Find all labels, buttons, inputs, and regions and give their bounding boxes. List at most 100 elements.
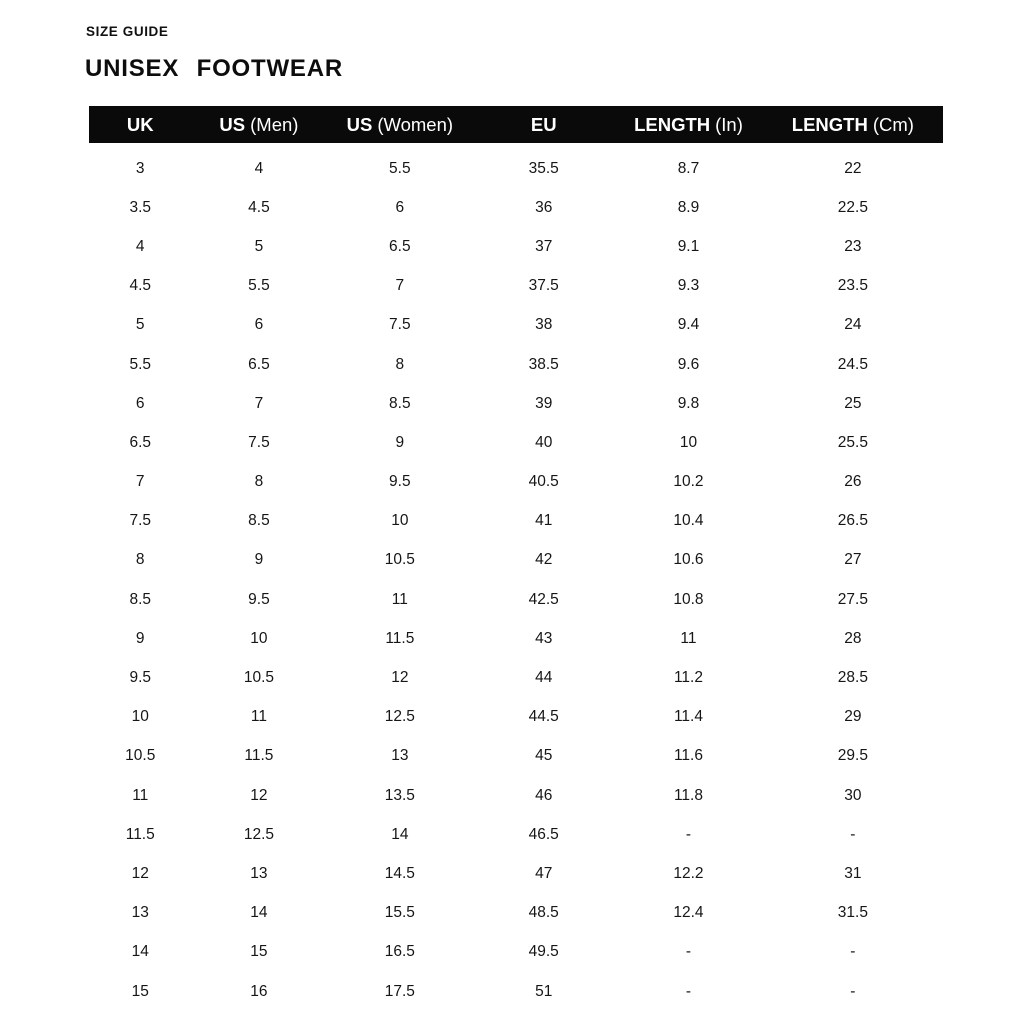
table-row: 11.5 12.5 14 46.5 - -: [89, 815, 943, 854]
table-cell: 30: [844, 786, 862, 804]
table-row: 6 7 8.5 39 9.8 25: [89, 384, 943, 423]
table-cell: 37: [535, 237, 553, 255]
column-header-label: EU: [530, 113, 557, 135]
table-cell: 5.5: [389, 159, 411, 177]
table-cell: 13: [250, 864, 268, 882]
table-cell: 9.4: [677, 316, 700, 334]
table-cell: 8: [135, 551, 145, 569]
table-cell: -: [850, 982, 856, 1000]
table-cell: -: [850, 825, 856, 843]
size-table-body: 3 4 5.5 35.5 8.7 22 3.5 4.5 6 36 8.9 22.5 4 5 6.5 37 9.1…: [89, 143, 943, 1011]
table-cell: 22: [844, 159, 862, 177]
table-row: 14 15 16.5 49.5 - -: [89, 933, 943, 972]
table-cell: 12: [131, 864, 149, 882]
table-cell: 28.5: [837, 669, 868, 687]
table-cell: 11.4: [673, 708, 703, 726]
table-cell: 5: [254, 237, 264, 255]
page-title: UNISEX FOOTWEAR: [85, 55, 344, 82]
table-cell: 51: [535, 982, 553, 1000]
table-row: 4 5 6.5 37 9.1 23: [89, 227, 943, 266]
table-cell: 3.5: [129, 198, 152, 216]
table-cell: 9.6: [677, 355, 700, 373]
table-cell: 49.5: [528, 943, 559, 961]
table-cell: 12: [250, 786, 268, 804]
table-cell: 4.5: [129, 277, 152, 295]
table-cell: 10.2: [673, 473, 704, 491]
table-cell: 8: [254, 473, 264, 491]
table-row: 6.5 7.5 9 40 10 25.5: [89, 423, 943, 462]
table-cell: 7: [395, 277, 405, 295]
table-cell: 16.5: [384, 943, 415, 961]
table-cell: 9: [135, 629, 145, 647]
column-header-sublabel: (Cm): [872, 113, 914, 135]
table-cell: 3: [135, 159, 145, 177]
table-cell: 47: [535, 864, 553, 882]
table-row: 11 12 13.5 46 11.8 30: [89, 776, 943, 815]
table-cell: 44.5: [528, 708, 559, 726]
table-cell: 42: [535, 551, 553, 569]
table-cell: 40: [535, 433, 553, 451]
table-cell: 45: [535, 747, 553, 765]
table-cell: 48.5: [528, 904, 559, 922]
table-cell: 7: [135, 473, 145, 491]
column-header-label: US: [346, 113, 373, 135]
table-cell: 46: [535, 786, 553, 804]
table-row: 9.5 10.5 12 44 11.2 28.5: [89, 658, 943, 697]
table-cell: 7: [254, 394, 264, 412]
table-cell: 13: [131, 904, 149, 922]
table-cell: 12.5: [243, 825, 275, 843]
table-cell: 14: [391, 825, 409, 843]
table-cell: 31.5: [837, 904, 868, 922]
table-cell: 11: [680, 629, 697, 647]
table-cell: 10.5: [384, 551, 415, 569]
table-cell: 24.5: [837, 355, 868, 373]
header-row: UK US (Men) US (Women) EU LENGTH (In) LENGT…: [89, 106, 943, 143]
table-cell: 10.6: [673, 551, 704, 569]
table-cell: 8.5: [129, 590, 152, 608]
table-cell: 27: [844, 551, 862, 569]
table-cell: 37.5: [528, 277, 559, 295]
table-row: 3 4 5.5 35.5 8.7 22: [89, 149, 943, 188]
table-cell: 12.2: [673, 864, 704, 882]
table-cell: 11: [250, 708, 267, 726]
column-header-us-men: US (Men): [191, 106, 327, 143]
table-cell: 11: [391, 590, 408, 608]
table-cell: 11.5: [244, 747, 274, 765]
table-cell: 23: [844, 237, 862, 255]
table-cell: 11.8: [673, 786, 703, 804]
table-cell: 8.9: [677, 198, 700, 216]
table-cell: 11.5: [125, 825, 155, 843]
column-header-label: LENGTH: [791, 113, 868, 135]
column-header-label: UK: [126, 113, 154, 135]
column-header-sublabel: (In): [715, 113, 743, 135]
table-cell: 39: [535, 394, 553, 412]
table-cell: 4: [254, 159, 264, 177]
table-cell: 38: [535, 316, 553, 334]
column-header-sublabel: (Men): [250, 113, 299, 135]
table-cell: 9.1: [677, 237, 700, 255]
size-table: UK US (Men) US (Women) EU LENGTH (In) LENGT…: [89, 106, 943, 1011]
table-cell: 6: [254, 316, 264, 334]
table-cell: 6: [395, 198, 405, 216]
table-cell: 10: [131, 708, 149, 726]
table-row: 4.5 5.5 7 37.5 9.3 23.5: [89, 267, 943, 306]
table-cell: 8.7: [677, 159, 700, 177]
table-row: 7 8 9.5 40.5 10.2 26: [89, 463, 943, 502]
table-cell: 9.5: [129, 669, 152, 687]
table-cell: 24: [844, 316, 862, 334]
table-cell: 10.5: [125, 747, 156, 765]
table-cell: 8: [395, 355, 405, 373]
table-cell: 9.5: [389, 473, 411, 491]
table-cell: 9: [254, 551, 264, 569]
table-cell: 8.5: [389, 394, 411, 412]
table-row: 10.5 11.5 13 45 11.6 29.5: [89, 737, 943, 776]
table-row: 12 13 14.5 47 12.2 31: [89, 854, 943, 893]
table-cell: 9.8: [677, 394, 700, 412]
table-cell: 26.5: [837, 512, 868, 530]
column-header-sublabel: (Women): [377, 113, 454, 135]
size-guide-label: SIZE GUIDE: [86, 24, 169, 39]
table-cell: -: [685, 943, 692, 961]
table-cell: 12.4: [673, 904, 704, 922]
table-cell: 8.5: [248, 512, 270, 530]
table-cell: 35.5: [528, 159, 559, 177]
